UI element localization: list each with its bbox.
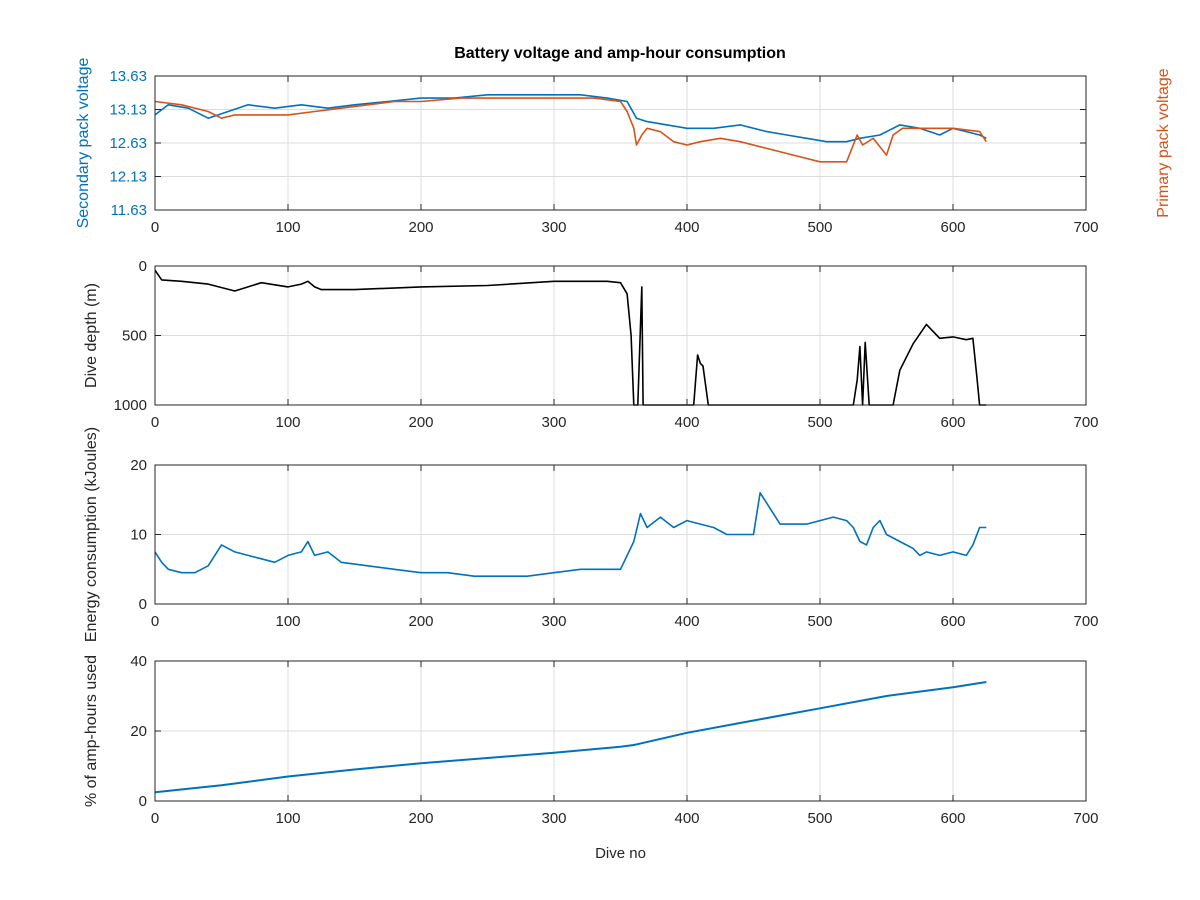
- x-tick-label: 0: [151, 414, 159, 431]
- x-tick-label: 400: [674, 613, 699, 630]
- panel-3: 0 100 200 300 400 500 600 700 0 10 20 Energy consum…: [83, 427, 1099, 642]
- x-tick-label: 400: [674, 414, 699, 431]
- x-tick-label: 700: [1073, 613, 1098, 630]
- y-tick-label: 12.63: [109, 135, 147, 152]
- y-tick-label: 20: [130, 723, 147, 740]
- y-axis-label: Dive depth (m): [83, 283, 100, 388]
- y-tick-label: 0: [139, 258, 147, 275]
- y-tick-label: 0: [139, 596, 147, 613]
- x-tick-label: 500: [807, 613, 832, 630]
- series-line-1: [154, 94, 987, 143]
- x-tick-label: 500: [807, 219, 832, 236]
- panel-4: 0 100 200 300 400 500 600 700 0 20 40 % of amp-hour…: [83, 653, 1099, 862]
- x-tick-label: 300: [541, 613, 566, 630]
- series-line-1: [154, 681, 987, 794]
- x-tick-label: 0: [151, 613, 159, 630]
- x-tick-label: 300: [541, 219, 566, 236]
- y-axis-label: Energy consumption (kJoules): [83, 427, 100, 642]
- x-tick-label: 100: [275, 810, 300, 827]
- y-axis-label-right: Primary pack voltage: [1155, 68, 1172, 217]
- x-tick-label: 100: [275, 613, 300, 630]
- y-tick-label: 11.63: [111, 202, 147, 219]
- x-tick-label: 500: [807, 414, 832, 431]
- y-tick-label: 1000: [114, 397, 147, 414]
- y-axis-label: Secondary pack voltage: [75, 58, 92, 229]
- x-tick-label: 400: [674, 219, 699, 236]
- y-tick-label: 40: [130, 653, 147, 670]
- x-tick-label: 700: [1073, 810, 1098, 827]
- x-tick-label: 700: [1073, 414, 1098, 431]
- x-tick-label: 200: [408, 613, 433, 630]
- x-axis-label: Dive no: [595, 845, 646, 862]
- y-tick-label: 0: [139, 793, 147, 810]
- y-tick-label: 500: [122, 328, 147, 345]
- series-line-1: [154, 269, 987, 406]
- x-tick-label: 0: [151, 219, 159, 236]
- series-line-2: [154, 97, 987, 163]
- y-axis-label: % of amp-hours used: [83, 655, 100, 807]
- y-tick-label: 12.13: [109, 169, 147, 186]
- chart-title: Battery voltage and amp-hour consumption: [454, 45, 786, 62]
- y-tick-label: 13.13: [109, 102, 147, 119]
- y-tick-label: 20: [130, 457, 147, 474]
- x-tick-label: 200: [408, 810, 433, 827]
- x-tick-label: 600: [940, 414, 965, 431]
- x-tick-label: 0: [151, 810, 159, 827]
- x-tick-label: 600: [940, 219, 965, 236]
- x-tick-label: 700: [1073, 219, 1098, 236]
- y-tick-label: 10: [130, 527, 147, 544]
- x-tick-label: 600: [940, 810, 965, 827]
- x-tick-label: 500: [807, 810, 832, 827]
- series-line-1: [154, 491, 987, 578]
- x-tick-label: 300: [541, 810, 566, 827]
- x-tick-label: 400: [674, 810, 699, 827]
- x-tick-label: 200: [408, 219, 433, 236]
- panel-1: 0 100 200 300 400 500 600 700 11.63 12.13 12.63 13.…: [75, 58, 1172, 236]
- x-tick-label: 200: [408, 414, 433, 431]
- x-tick-label: 600: [940, 613, 965, 630]
- x-tick-label: 100: [275, 414, 300, 431]
- x-tick-label: 100: [275, 219, 300, 236]
- panel-2: 0 100 200 300 400 500 600 700 0 500 1000 Dive depth…: [83, 258, 1099, 431]
- y-tick-label: 13.63: [109, 68, 147, 85]
- x-tick-label: 300: [541, 414, 566, 431]
